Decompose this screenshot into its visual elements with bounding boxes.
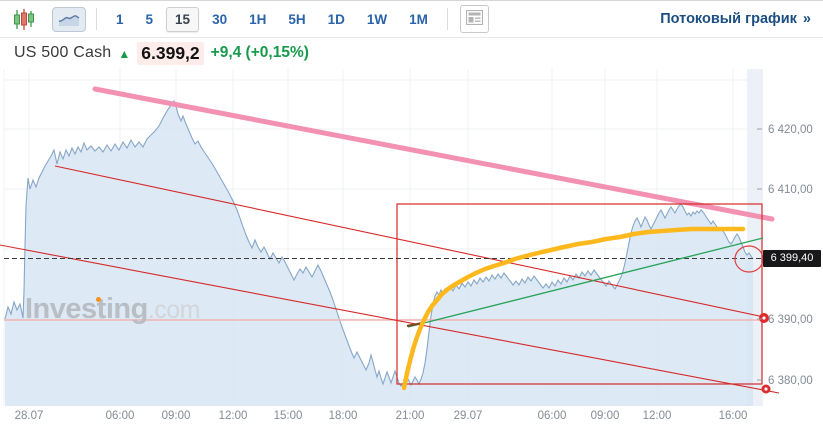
timeframe-button-1W[interactable]: 1W [358, 7, 396, 32]
streaming-chart-link[interactable]: Потоковый график » [660, 11, 811, 27]
green-support-trendline [407, 237, 764, 328]
candlestick-chart-type-button[interactable] [8, 6, 40, 33]
x-axis-label: 21:00 [396, 410, 425, 422]
price-change: +9,4 (+0,15%) [210, 44, 309, 61]
last-price: 6.399,2 [137, 41, 204, 65]
x-axis-label: 28.07 [15, 410, 44, 422]
investing-watermark: Investing.com [25, 293, 201, 326]
yellow-log-curve [401, 226, 746, 391]
red-marker-dot-center [764, 387, 768, 391]
timeframe-button-5[interactable]: 5 [137, 7, 163, 32]
timeframe-button-30[interactable]: 30 [203, 7, 236, 32]
x-axis-label: 12:00 [643, 410, 672, 422]
red-lower-channel-line [0, 244, 780, 394]
watermark-name: Investing [25, 293, 148, 325]
watermark-tld: .com [147, 296, 201, 324]
red-rectangle-drawing [396, 203, 763, 385]
x-axis-label: 29.07 [454, 410, 483, 422]
timeframe-button-1D[interactable]: 1D [319, 7, 354, 32]
timeframe-button-1H[interactable]: 1H [240, 7, 275, 32]
area-chart-type-button[interactable] [52, 6, 86, 32]
toolbar-separator [446, 8, 448, 30]
toolbar-separator [96, 8, 97, 30]
red-marker-dot-center [762, 316, 766, 320]
x-axis-label: 09:00 [162, 410, 191, 422]
last-price-axis-badge: 6 399,40 [763, 250, 821, 267]
x-axis-label: 09:00 [591, 410, 620, 422]
timeframe-button-1M[interactable]: 1M [400, 7, 437, 32]
streaming-chart-link-label: Потоковый график [660, 11, 797, 27]
instrument-name: US 500 Cash [14, 44, 112, 61]
x-axis-label: 06:00 [106, 410, 135, 422]
price-area-fill [5, 101, 753, 406]
news-layout-button[interactable] [459, 5, 489, 33]
news-layout-icon [465, 9, 484, 26]
x-axis-label: 15:00 [274, 410, 303, 422]
red-upper-channel-line [54, 165, 765, 318]
watermark-orange-dot [96, 297, 101, 302]
timeframe-selector: 1 5 15 30 1H 5H 1D 1W 1M [107, 6, 437, 32]
candlestick-icon [14, 8, 34, 30]
chart-toolbar: 1 5 15 30 1H 5H 1D 1W 1M Потоковый график » [0, 1, 823, 38]
timeframe-button-1[interactable]: 1 [107, 7, 133, 32]
y-axis-label: 6 410,00 [768, 184, 813, 196]
price-series-line [4, 99, 754, 387]
x-axis-label: 18:00 [329, 410, 358, 422]
x-axis-label: 12:00 [219, 410, 248, 422]
x-axis-label: 16:00 [719, 410, 748, 422]
double-chevron-right-icon: » [802, 11, 811, 27]
pink-resistance-trendline [92, 86, 775, 222]
y-axis-label: 6 390,00 [768, 314, 813, 326]
area-chart-icon [58, 14, 80, 26]
timeframe-button-5H[interactable]: 5H [279, 7, 314, 32]
x-axis-label: 06:00 [538, 410, 567, 422]
price-up-arrow-icon: ▲ [118, 46, 131, 61]
quote-row: US 500 Cash ▲ 6.399,2 +9,4 (+0,15%) [0, 38, 823, 68]
timeframe-button-15[interactable]: 15 [166, 6, 200, 32]
y-axis-label: 6 420,00 [768, 124, 813, 136]
y-axis-label: 6 380,00 [768, 375, 813, 387]
